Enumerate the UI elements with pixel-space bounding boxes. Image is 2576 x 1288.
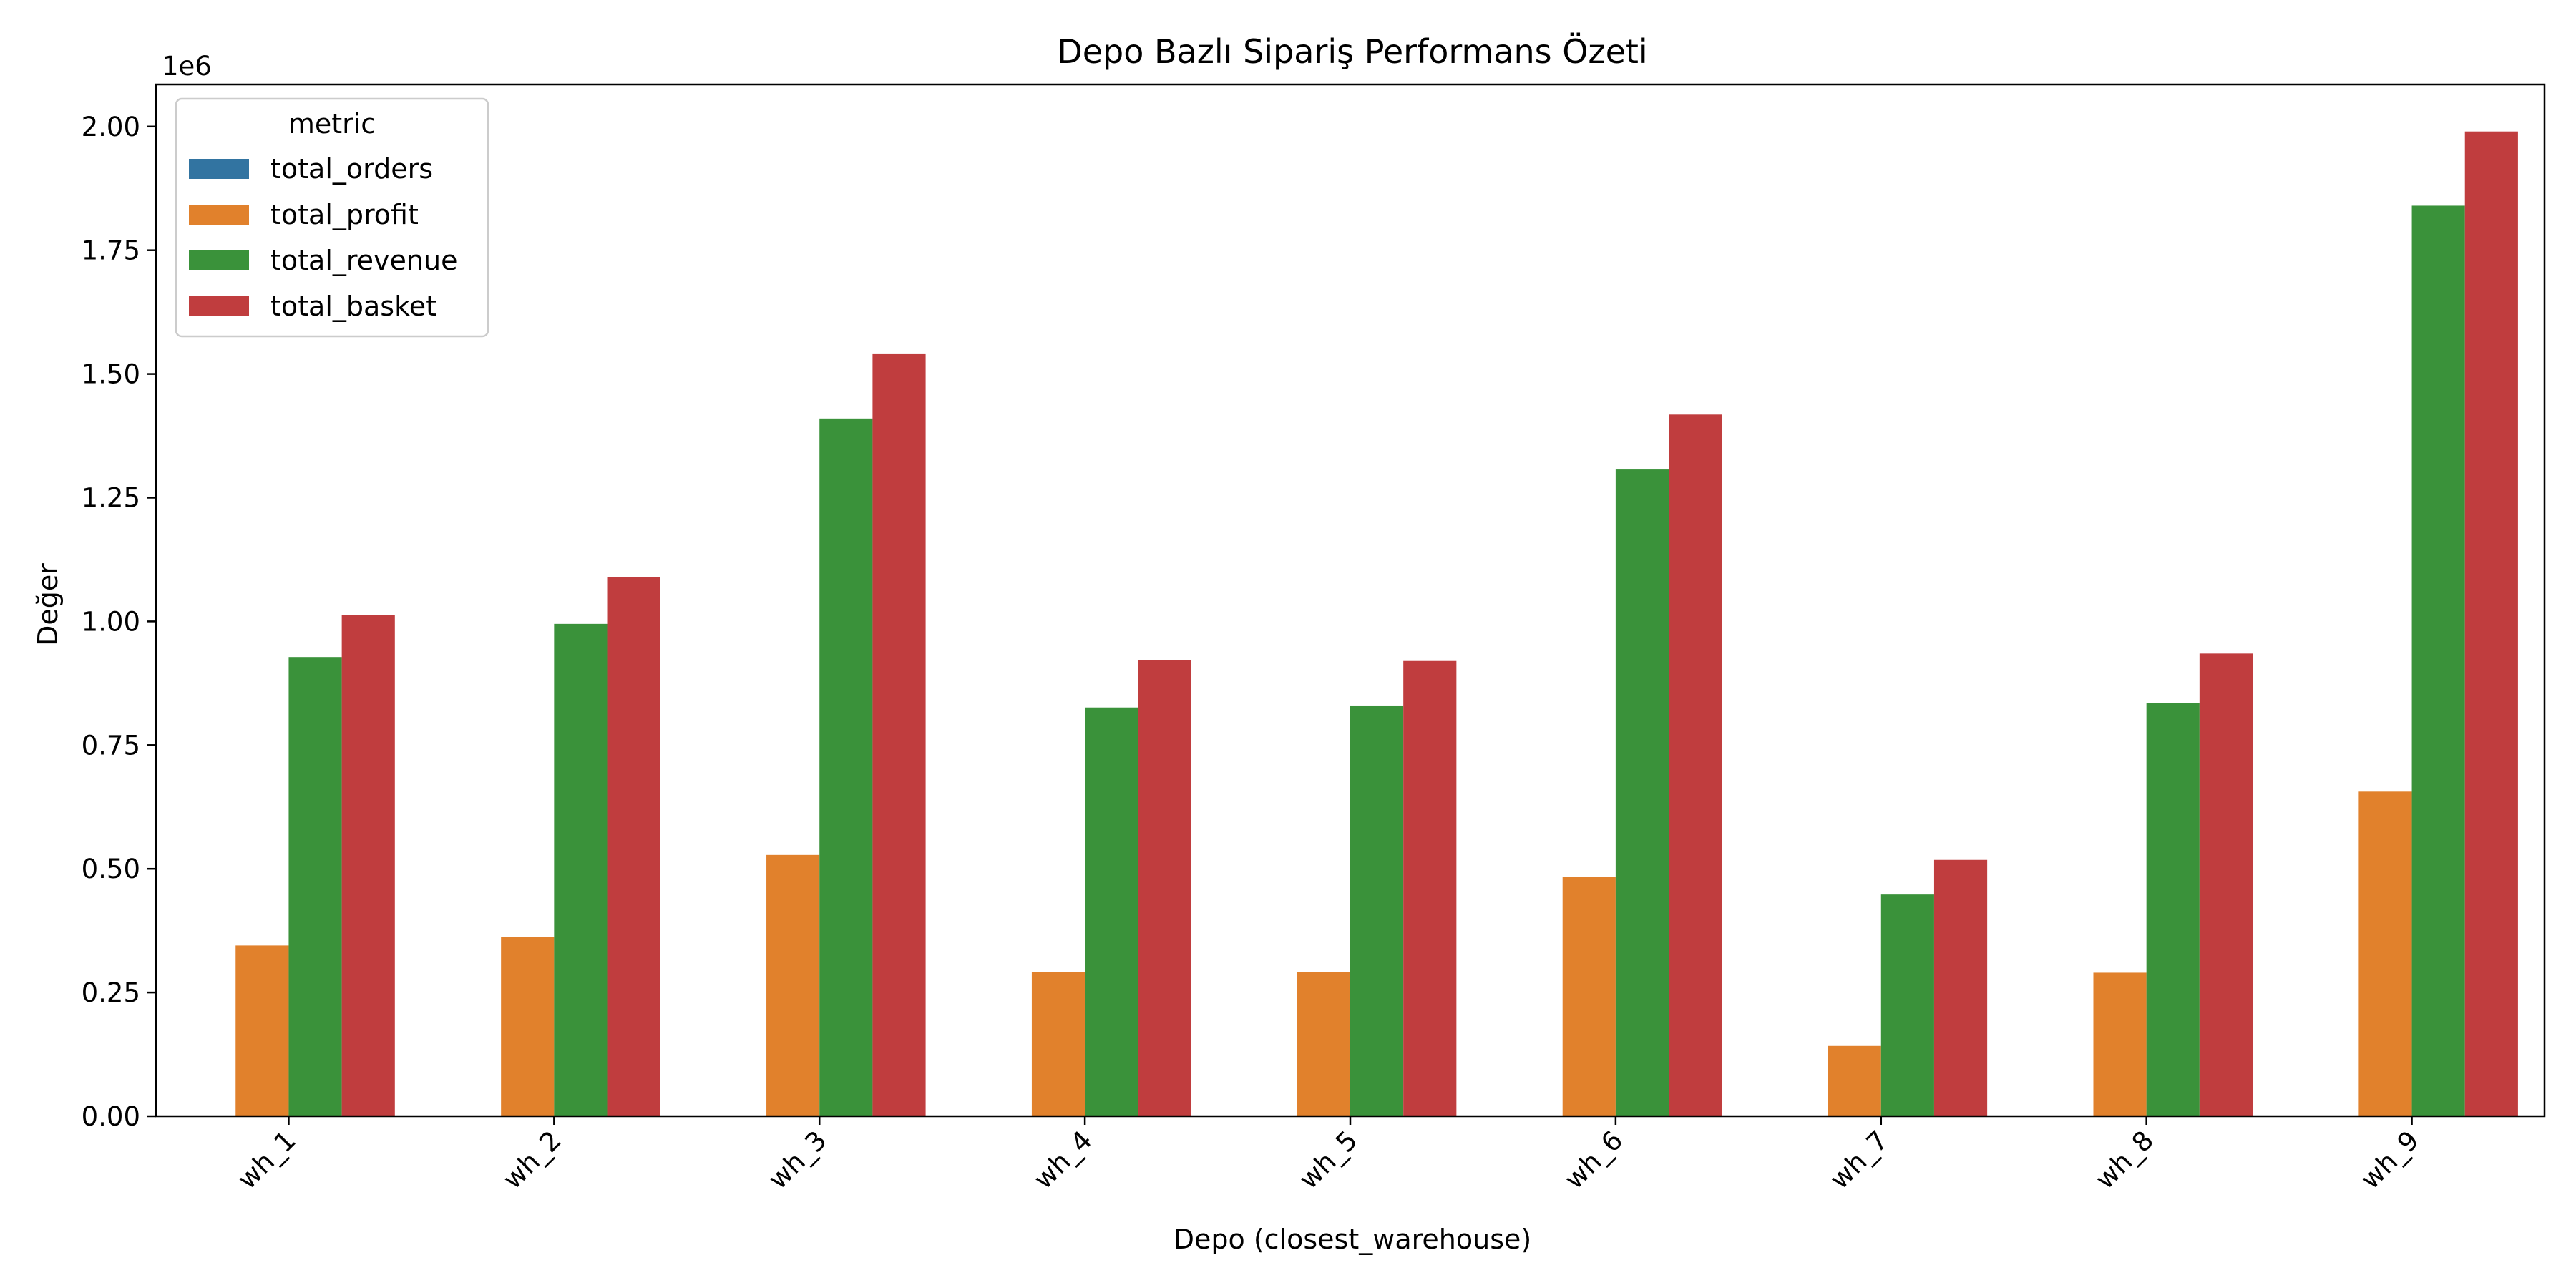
bar-total_revenue-wh_1 bbox=[288, 657, 342, 1116]
legend-label-total_profit: total_profit bbox=[270, 199, 419, 230]
y-tick-label: 1.00 bbox=[82, 606, 140, 637]
legend-swatch-total_orders bbox=[189, 159, 249, 179]
legend-label-total_revenue: total_revenue bbox=[270, 245, 457, 276]
y-tick-label: 1.50 bbox=[82, 359, 140, 390]
bar-total_profit-wh_6 bbox=[1562, 877, 1616, 1116]
legend-title: metric bbox=[288, 108, 376, 140]
y-tick-label: 1.75 bbox=[82, 235, 140, 266]
legend-swatch-total_basket bbox=[189, 296, 249, 316]
bar-total_revenue-wh_3 bbox=[819, 418, 873, 1116]
bar-total_basket-wh_2 bbox=[607, 577, 660, 1116]
y-tick-label: 0.00 bbox=[82, 1101, 140, 1132]
y-tick-label: 2.00 bbox=[82, 112, 140, 142]
legend-label-total_orders: total_orders bbox=[270, 153, 433, 185]
legend-items: total_orders total_profit total_revenuetot… bbox=[189, 153, 457, 322]
legend: metric total_orders total_profit total_rev… bbox=[175, 97, 489, 338]
bar-total_revenue-wh_4 bbox=[1085, 707, 1138, 1116]
y-offset-text: 1e6 bbox=[162, 51, 212, 82]
bar-total_profit-wh_7 bbox=[1828, 1045, 1881, 1116]
bar-total_revenue-wh_9 bbox=[2411, 205, 2465, 1117]
bar-total_basket-wh_5 bbox=[1403, 660, 1457, 1116]
y-axis: 0.00 0.25 0.50 0.75 1.00 1.25 1.50 1.75 2.00 bbox=[82, 112, 156, 1132]
bar-total_profit-wh_8 bbox=[2093, 972, 2147, 1116]
bar-total_revenue-wh_7 bbox=[1880, 894, 1934, 1116]
bar-total_revenue-wh_2 bbox=[554, 623, 608, 1116]
bar-total_basket-wh_7 bbox=[1933, 859, 1988, 1116]
y-axis-label: Değer bbox=[32, 563, 64, 646]
x-axis-label: Depo (closest_warehouse) bbox=[1174, 1224, 1531, 1255]
bar-total_basket-wh_9 bbox=[2464, 131, 2518, 1116]
y-tick-label: 0.50 bbox=[82, 854, 140, 884]
bar-total_basket-wh_8 bbox=[2199, 653, 2253, 1116]
legend-swatch-total_revenue bbox=[189, 250, 249, 270]
bar-total_profit-wh_3 bbox=[766, 854, 820, 1116]
bar-total_profit-wh_4 bbox=[1031, 972, 1085, 1116]
bar-total_basket-wh_4 bbox=[1138, 660, 1191, 1116]
bar-total_basket-wh_3 bbox=[872, 353, 926, 1116]
bar-total_profit-wh_2 bbox=[501, 937, 555, 1116]
bar-total_revenue-wh_8 bbox=[2146, 703, 2200, 1116]
y-tick-label: 0.75 bbox=[82, 730, 140, 761]
bar-total_profit-wh_1 bbox=[235, 945, 289, 1116]
legend-swatch-total_profit bbox=[189, 205, 249, 225]
legend-frame bbox=[175, 97, 489, 338]
bar-total_revenue-wh_5 bbox=[1350, 705, 1404, 1116]
y-tick-label: 1.25 bbox=[82, 482, 140, 513]
bar-total_basket-wh_6 bbox=[1669, 414, 1722, 1116]
bar-total_revenue-wh_6 bbox=[1615, 469, 1669, 1116]
bar-total_profit-wh_9 bbox=[2358, 791, 2412, 1116]
bar-total_basket-wh_1 bbox=[341, 615, 395, 1116]
chart-title: Depo Bazlı Sipariş Performans Özeti bbox=[1057, 32, 1647, 71]
bars-group bbox=[182, 131, 2518, 1117]
bar-total_profit-wh_5 bbox=[1297, 972, 1350, 1116]
y-tick-label: 0.25 bbox=[82, 977, 140, 1008]
legend-label-total_basket: total_basket bbox=[270, 291, 436, 322]
plot-frame bbox=[155, 83, 2546, 1118]
